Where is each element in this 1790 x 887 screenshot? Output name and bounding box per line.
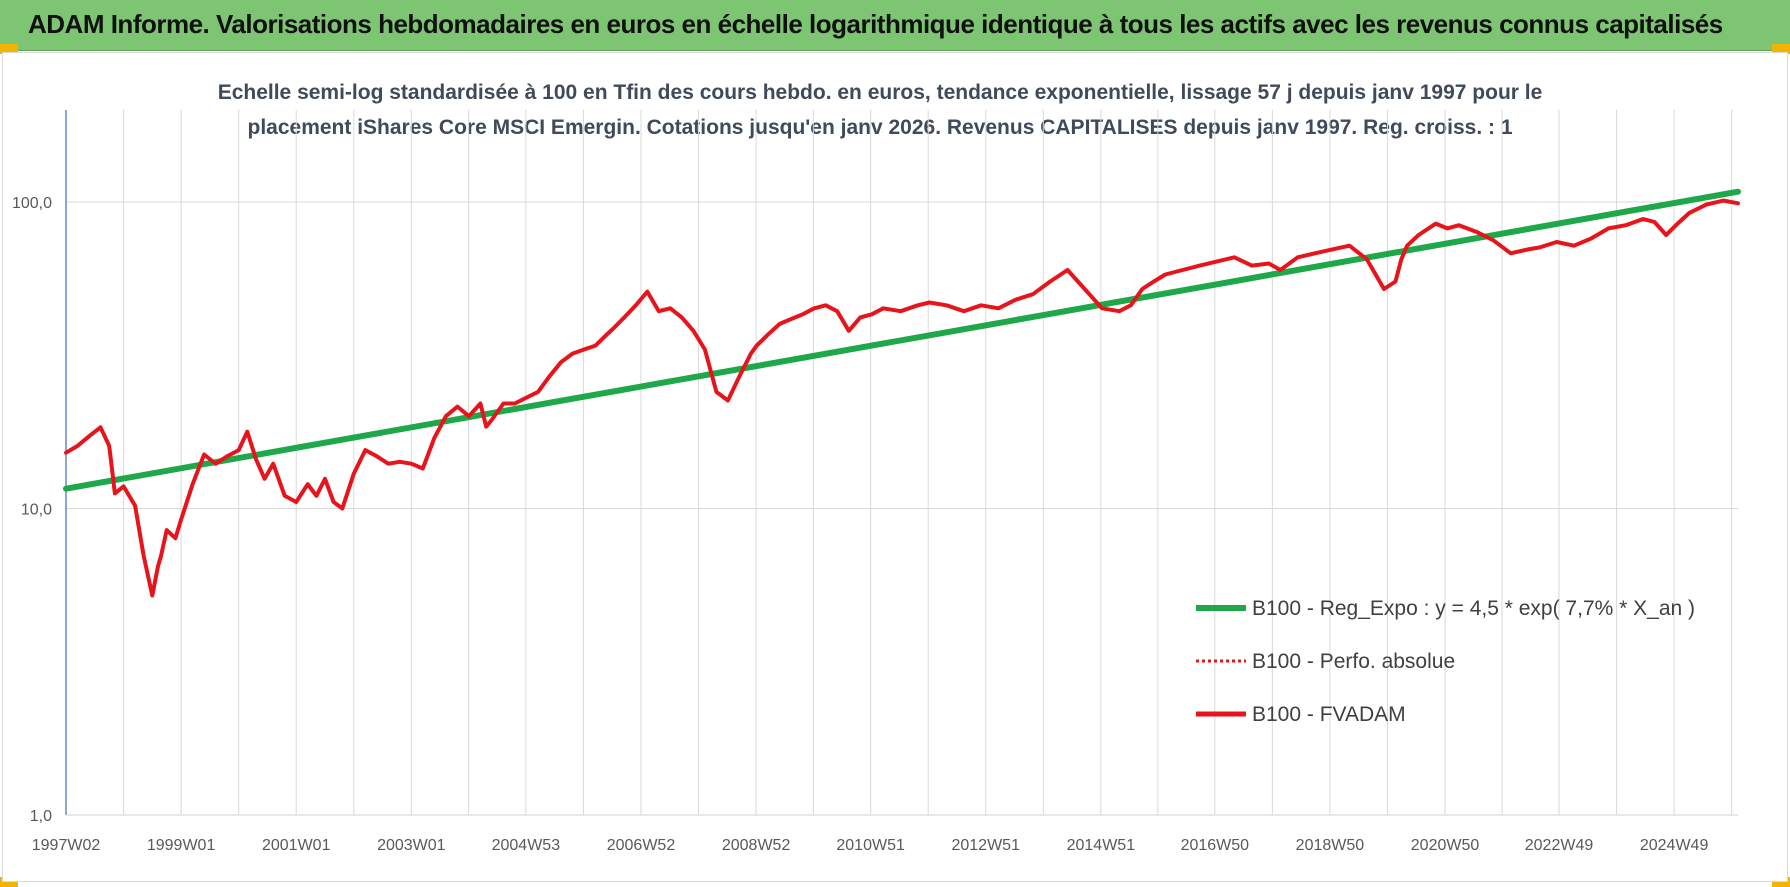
legend-label: B100 - Reg_Expo : y = 4,5 * exp( 7,7% * … bbox=[1252, 597, 1695, 620]
chart-title-line-2: placement iShares Core MSCI Emergin. Cot… bbox=[247, 116, 1513, 139]
corner-marker-bottom-left bbox=[0, 877, 18, 887]
x-tick-label: 2014W51 bbox=[1067, 837, 1136, 854]
chart-area bbox=[2, 52, 1788, 882]
fvadam-line bbox=[64, 198, 1740, 598]
trend-line bbox=[63, 188, 1741, 492]
chart-title-line-1: Echelle semi-log standardisée à 100 en T… bbox=[217, 81, 1543, 104]
corner-marker-bottom-right bbox=[1772, 877, 1790, 887]
legend: B100 - Reg_Expo : y = 4,5 * exp( 7,7% * … bbox=[1196, 597, 1695, 726]
x-tick-label: 2024W49 bbox=[1640, 837, 1709, 854]
axes: 1,0 10,0 100,0 1997W02 1999W01 2001W01 2003W01… bbox=[12, 110, 1738, 854]
series-lines bbox=[63, 188, 1741, 598]
x-tick-label: 2016W50 bbox=[1181, 837, 1250, 854]
page-title: ADAM Informe. Valorisations hebdomadaire… bbox=[28, 9, 1723, 39]
corner-marker-top-right bbox=[1772, 44, 1790, 54]
header-bar: ADAM Informe. Valorisations hebdomadaire… bbox=[0, 0, 1790, 51]
x-tick-label: 2004W53 bbox=[492, 837, 561, 854]
y-tick-label: 100,0 bbox=[12, 195, 52, 212]
x-tick-label: 2012W51 bbox=[951, 837, 1020, 854]
legend-label: B100 - FVADAM bbox=[1252, 703, 1406, 726]
x-tick-label: 2022W49 bbox=[1525, 837, 1594, 854]
grid-lines bbox=[65, 110, 1738, 816]
x-tick-label: 2006W52 bbox=[607, 837, 676, 854]
y-tick-label: 1,0 bbox=[30, 808, 52, 825]
x-tick-label: 2008W52 bbox=[722, 837, 791, 854]
x-tick-label: 2018W50 bbox=[1296, 837, 1365, 854]
chart-title: Echelle semi-log standardisée à 100 en T… bbox=[160, 75, 1600, 145]
x-tick-label: 2010W51 bbox=[836, 837, 905, 854]
x-tick-label: 2001W01 bbox=[262, 837, 331, 854]
x-tick-label: 2003W01 bbox=[377, 837, 446, 854]
x-tick-label: 2020W50 bbox=[1411, 837, 1480, 854]
x-tick-label: 1997W02 bbox=[32, 837, 101, 854]
corner-marker-top-left bbox=[0, 44, 18, 54]
x-tick-label: 1999W01 bbox=[147, 837, 216, 854]
y-tick-label: 10,0 bbox=[21, 501, 52, 518]
legend-label: B100 - Perfo. absolue bbox=[1252, 650, 1455, 673]
